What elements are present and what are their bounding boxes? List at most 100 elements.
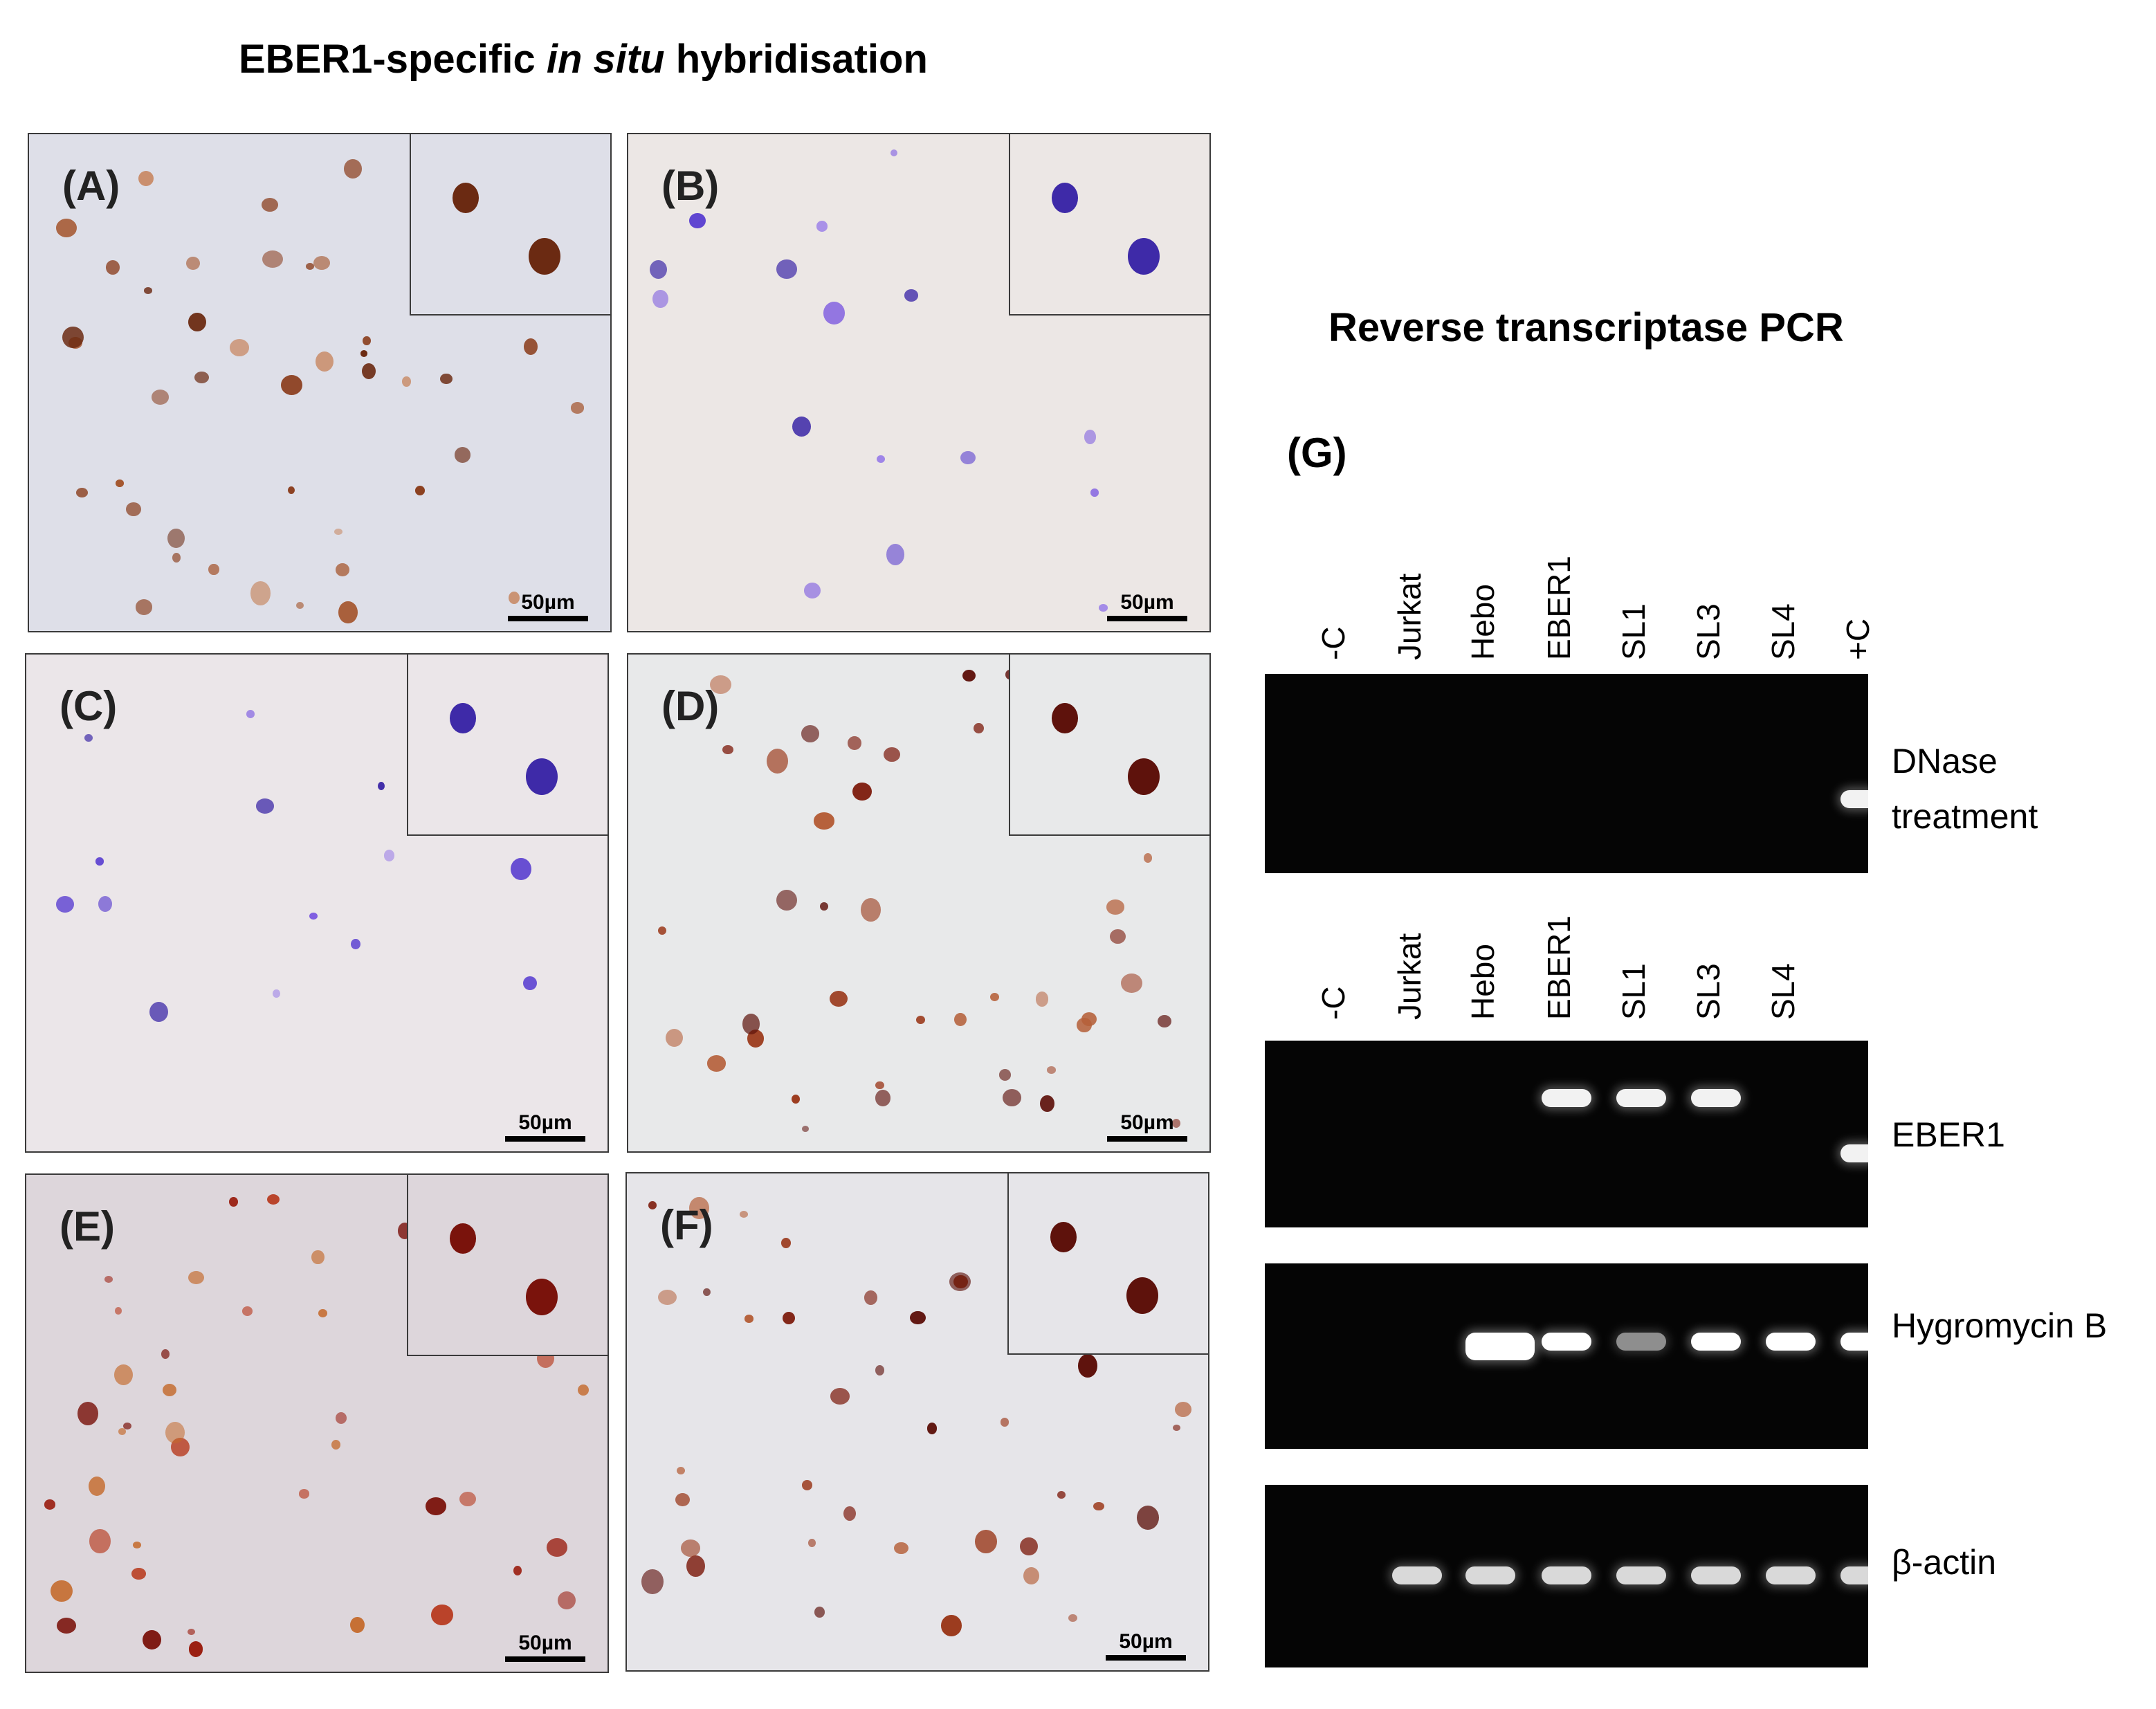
inset-cell [526, 1279, 558, 1315]
cell [523, 976, 538, 991]
lane-label: SL3 [1690, 963, 1726, 1020]
cell [915, 1016, 925, 1025]
cell [801, 1126, 810, 1133]
cell [578, 1384, 589, 1396]
cell [126, 502, 142, 517]
cell [336, 563, 349, 576]
gel-band [1766, 1333, 1816, 1351]
cell [513, 1566, 522, 1576]
cell [246, 709, 255, 718]
ish-title-prefix: EBER1-specific [239, 37, 547, 82]
gel-eber1 [1265, 1041, 1890, 1227]
inset-cell [526, 758, 558, 795]
scale-bar-label: 50µm [518, 1632, 572, 1654]
cell [132, 1541, 142, 1548]
gel-band [1465, 1333, 1535, 1360]
cell [861, 897, 881, 922]
cell [1106, 899, 1124, 915]
cell [241, 1306, 253, 1316]
cell [808, 1539, 816, 1547]
cell [1144, 853, 1153, 863]
inset-zoom [407, 1175, 607, 1356]
cell [1090, 488, 1099, 497]
inset-zoom [1009, 134, 1209, 316]
cell [940, 1615, 962, 1636]
cell [890, 149, 898, 157]
cell [1172, 1424, 1180, 1431]
cell [883, 747, 900, 762]
cell [830, 1388, 850, 1405]
cell [104, 1275, 113, 1283]
cell [250, 581, 271, 606]
gel-band [1465, 1566, 1515, 1584]
cell [926, 1423, 937, 1434]
cell [557, 1591, 576, 1609]
cell [816, 221, 828, 232]
cell [689, 1196, 710, 1220]
cell [135, 599, 153, 616]
cell [511, 858, 531, 881]
scale-bar-line [505, 1136, 585, 1142]
scale-bar-label: 50µm [1120, 1111, 1174, 1134]
cell [804, 583, 821, 598]
cell [267, 1194, 280, 1205]
scale-bar-label: 50µm [521, 591, 575, 614]
cell [338, 601, 358, 624]
cell [954, 1012, 967, 1026]
cell [1047, 1066, 1057, 1074]
cell [334, 528, 342, 536]
cell [508, 592, 520, 604]
cell [363, 336, 371, 346]
panel-label: (F) [660, 1202, 713, 1248]
gel-label-beta-actin: β-actin [1892, 1543, 1997, 1582]
cell [255, 798, 275, 814]
scale-bar-label: 50µm [1119, 1630, 1173, 1653]
inset-cell [450, 1223, 476, 1254]
cell [315, 351, 334, 372]
gel-band [1616, 1566, 1666, 1584]
cell [1137, 1505, 1160, 1530]
cell [208, 563, 219, 576]
cell [1035, 991, 1049, 1007]
gel-label-eber1: EBER1 [1892, 1115, 2005, 1154]
gel-band [1840, 790, 1890, 808]
cell [262, 198, 278, 212]
cell [949, 1272, 971, 1291]
cell [414, 486, 426, 496]
cell [62, 326, 84, 348]
gel-band [1616, 1089, 1666, 1107]
cell [875, 1081, 884, 1090]
cell [783, 1311, 796, 1324]
gel-band [1691, 1333, 1741, 1351]
gel-band [1542, 1089, 1591, 1107]
cell [161, 1349, 170, 1359]
cell [823, 302, 845, 325]
cell [186, 256, 200, 271]
cell [335, 1411, 347, 1425]
cell [523, 338, 538, 355]
cell [886, 543, 905, 565]
cell [440, 373, 453, 385]
cell [648, 1200, 657, 1209]
cell [740, 1211, 748, 1218]
gel-band [1691, 1566, 1741, 1584]
inset-zoom [1009, 655, 1209, 836]
cell [675, 1493, 691, 1507]
cell [350, 1617, 365, 1634]
cell [1020, 1537, 1038, 1556]
cell [383, 850, 394, 862]
lane-label: +C [1840, 618, 1876, 660]
inset-cell [1050, 1222, 1077, 1252]
cell [313, 255, 331, 270]
lane-label: SL1 [1616, 963, 1652, 1020]
cell [229, 339, 250, 356]
cell [689, 212, 706, 228]
cell [1023, 1566, 1039, 1585]
cell [51, 1580, 73, 1602]
cell [1040, 1095, 1054, 1112]
micrograph-panel-b: (B) 50µm [627, 133, 1211, 632]
cell [89, 1528, 111, 1554]
inset-cell [450, 703, 476, 733]
gel-band [1542, 1333, 1591, 1351]
cell [792, 416, 812, 437]
